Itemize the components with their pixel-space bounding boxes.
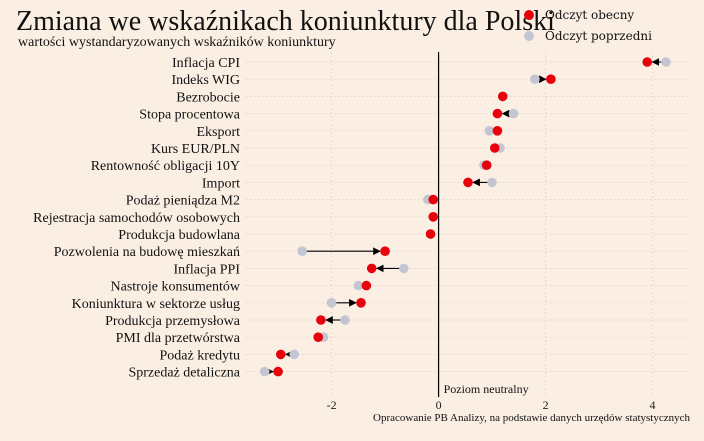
category-label: Indeks WIG — [171, 73, 240, 88]
point-previous — [289, 349, 299, 360]
point-current — [489, 143, 500, 153]
category-label: Sprzedaż detaliczna — [128, 366, 240, 381]
point-previous — [399, 263, 409, 274]
x-tick-label: 4 — [650, 398, 656, 412]
point-previous — [484, 126, 495, 136]
point-current — [313, 332, 324, 343]
x-tick-label: -2 — [327, 398, 337, 412]
reference-line-label: Poziom neutralny — [444, 382, 529, 396]
point-previous — [340, 315, 350, 325]
category-label: Inflacja CPI — [172, 56, 240, 71]
legend: Odczyt obecny Odczyt poprzedni — [524, 4, 652, 46]
category-label: Nastroje konsumentów — [111, 280, 241, 295]
point-current — [546, 74, 556, 84]
source-caption: Opracowanie PB Analizy, na podstawie dan… — [373, 412, 690, 424]
legend-item-previous: Odczyt poprzedni — [524, 25, 652, 46]
point-previous — [487, 177, 497, 188]
point-previous — [326, 298, 337, 308]
point-current — [361, 280, 372, 291]
category-label: Koniunktura w sektorze usług — [72, 297, 240, 312]
chart-subtitle: wartości wystandaryzowanych wskaźników k… — [18, 35, 336, 50]
x-axis-ticks: -2 0 2 4 — [327, 398, 656, 412]
point-previous — [508, 108, 519, 119]
grid — [246, 52, 690, 397]
category-label: Pozwolenia na budowę mieszkań — [54, 245, 240, 260]
x-tick-label: 2 — [543, 398, 549, 412]
category-label: Rentowność obligacji 10Y — [91, 159, 240, 174]
legend-item-current: Odczyt obecny — [524, 4, 652, 25]
category-label: Import — [202, 176, 240, 191]
category-label: PMI dla przetwórstwa — [116, 331, 241, 346]
point-current — [425, 229, 436, 239]
category-label: Stopa procentowa — [139, 108, 240, 123]
legend-marker-previous — [524, 30, 534, 41]
point-current — [273, 366, 283, 377]
category-label: Rejestracja samochodów osobowych — [33, 211, 240, 226]
category-label: Inflacja PPI — [174, 262, 241, 277]
point-previous — [530, 74, 540, 84]
point-current — [316, 315, 326, 325]
point-current — [366, 263, 377, 274]
category-label: Produkcja przemysłowa — [105, 314, 241, 329]
category-label: Kurs EUR/PLN — [151, 142, 240, 157]
category-label: Podaż kredytu — [160, 348, 240, 363]
point-current — [275, 349, 286, 360]
legend-marker-current — [524, 9, 534, 20]
point-previous — [259, 366, 270, 377]
point-current — [356, 298, 366, 308]
point-current — [428, 194, 439, 205]
point-current — [463, 177, 473, 188]
reference-line-group: Poziom neutralny — [437, 52, 529, 397]
point-current — [642, 57, 653, 67]
point-current — [428, 212, 439, 222]
legend-label-current: Odczyt obecny — [545, 7, 635, 22]
category-label: Bezrobocie — [176, 90, 240, 105]
legend-label-previous: Odczyt poprzedni — [545, 28, 652, 43]
category-label: Podaż pieniądza M2 — [126, 194, 240, 209]
category-label: Produkcja budowlana — [118, 228, 240, 243]
category-label: Eksport — [196, 125, 240, 140]
point-previous — [661, 57, 671, 67]
category-labels: Inflacja CPI Indeks WIG Bezrobocie Stopa pr… — [33, 56, 241, 381]
data-points — [259, 57, 671, 377]
point-current — [497, 91, 508, 102]
point-current — [380, 246, 390, 256]
point-current — [492, 108, 503, 119]
point-current — [492, 126, 503, 136]
point-previous — [297, 246, 307, 256]
chart-title: Zmiana we wskaźnikach koniunktury dla Po… — [16, 6, 555, 37]
point-current — [481, 160, 492, 170]
x-tick-label: 0 — [436, 398, 442, 412]
point-previous — [353, 280, 364, 291]
